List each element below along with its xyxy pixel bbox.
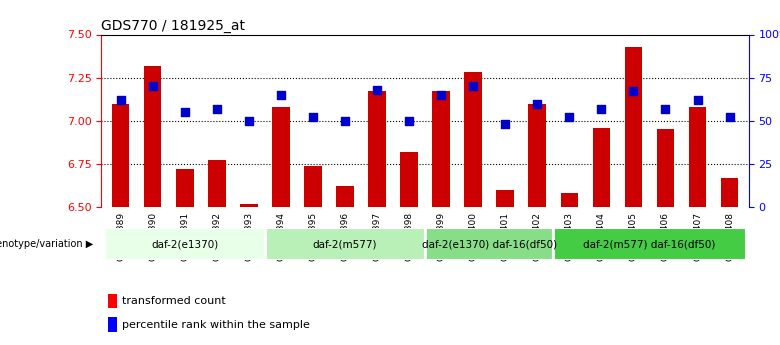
Bar bbox=[657, 129, 674, 207]
Point bbox=[147, 83, 159, 89]
Point bbox=[563, 115, 576, 120]
Text: GDS770 / 181925_at: GDS770 / 181925_at bbox=[101, 19, 246, 33]
Point bbox=[435, 92, 448, 98]
Bar bbox=[265, 228, 425, 260]
Bar bbox=[240, 204, 257, 207]
Bar bbox=[529, 104, 546, 207]
Point bbox=[211, 106, 223, 111]
Point bbox=[402, 118, 415, 124]
Bar bbox=[464, 72, 482, 207]
Bar bbox=[176, 169, 193, 207]
Text: genotype/variation ▶: genotype/variation ▶ bbox=[0, 239, 94, 249]
Text: transformed count: transformed count bbox=[122, 296, 226, 306]
Bar bbox=[304, 166, 321, 207]
Bar bbox=[553, 228, 746, 260]
Bar bbox=[368, 91, 386, 207]
Point bbox=[691, 97, 704, 103]
Bar bbox=[272, 107, 289, 207]
Bar bbox=[561, 193, 578, 207]
Bar bbox=[144, 66, 161, 207]
Bar bbox=[593, 128, 610, 207]
Text: daf-2(m577) daf-16(df50): daf-2(m577) daf-16(df50) bbox=[583, 239, 715, 249]
Point bbox=[467, 83, 480, 89]
Point bbox=[723, 115, 736, 120]
Bar bbox=[625, 47, 642, 207]
Point bbox=[115, 97, 127, 103]
Bar bbox=[108, 317, 117, 332]
Point bbox=[659, 106, 672, 111]
Point bbox=[179, 109, 191, 115]
Point bbox=[243, 118, 255, 124]
Text: daf-2(m577): daf-2(m577) bbox=[313, 239, 378, 249]
Point bbox=[595, 106, 608, 111]
Bar bbox=[689, 107, 707, 207]
Bar bbox=[336, 186, 354, 207]
Bar bbox=[432, 91, 450, 207]
Point bbox=[531, 101, 544, 106]
Point bbox=[307, 115, 319, 120]
Text: percentile rank within the sample: percentile rank within the sample bbox=[122, 320, 310, 329]
Point bbox=[275, 92, 287, 98]
Bar bbox=[112, 104, 129, 207]
Point bbox=[339, 118, 351, 124]
Point bbox=[627, 89, 640, 94]
Bar bbox=[425, 228, 553, 260]
Text: daf-2(e1370) daf-16(df50): daf-2(e1370) daf-16(df50) bbox=[422, 239, 557, 249]
Bar bbox=[400, 152, 418, 207]
Bar bbox=[105, 228, 265, 260]
Bar bbox=[496, 190, 514, 207]
Text: daf-2(e1370): daf-2(e1370) bbox=[151, 239, 218, 249]
Point bbox=[499, 121, 512, 127]
Point bbox=[370, 87, 383, 92]
Bar bbox=[721, 178, 739, 207]
Bar bbox=[208, 160, 225, 207]
Bar bbox=[108, 294, 117, 308]
